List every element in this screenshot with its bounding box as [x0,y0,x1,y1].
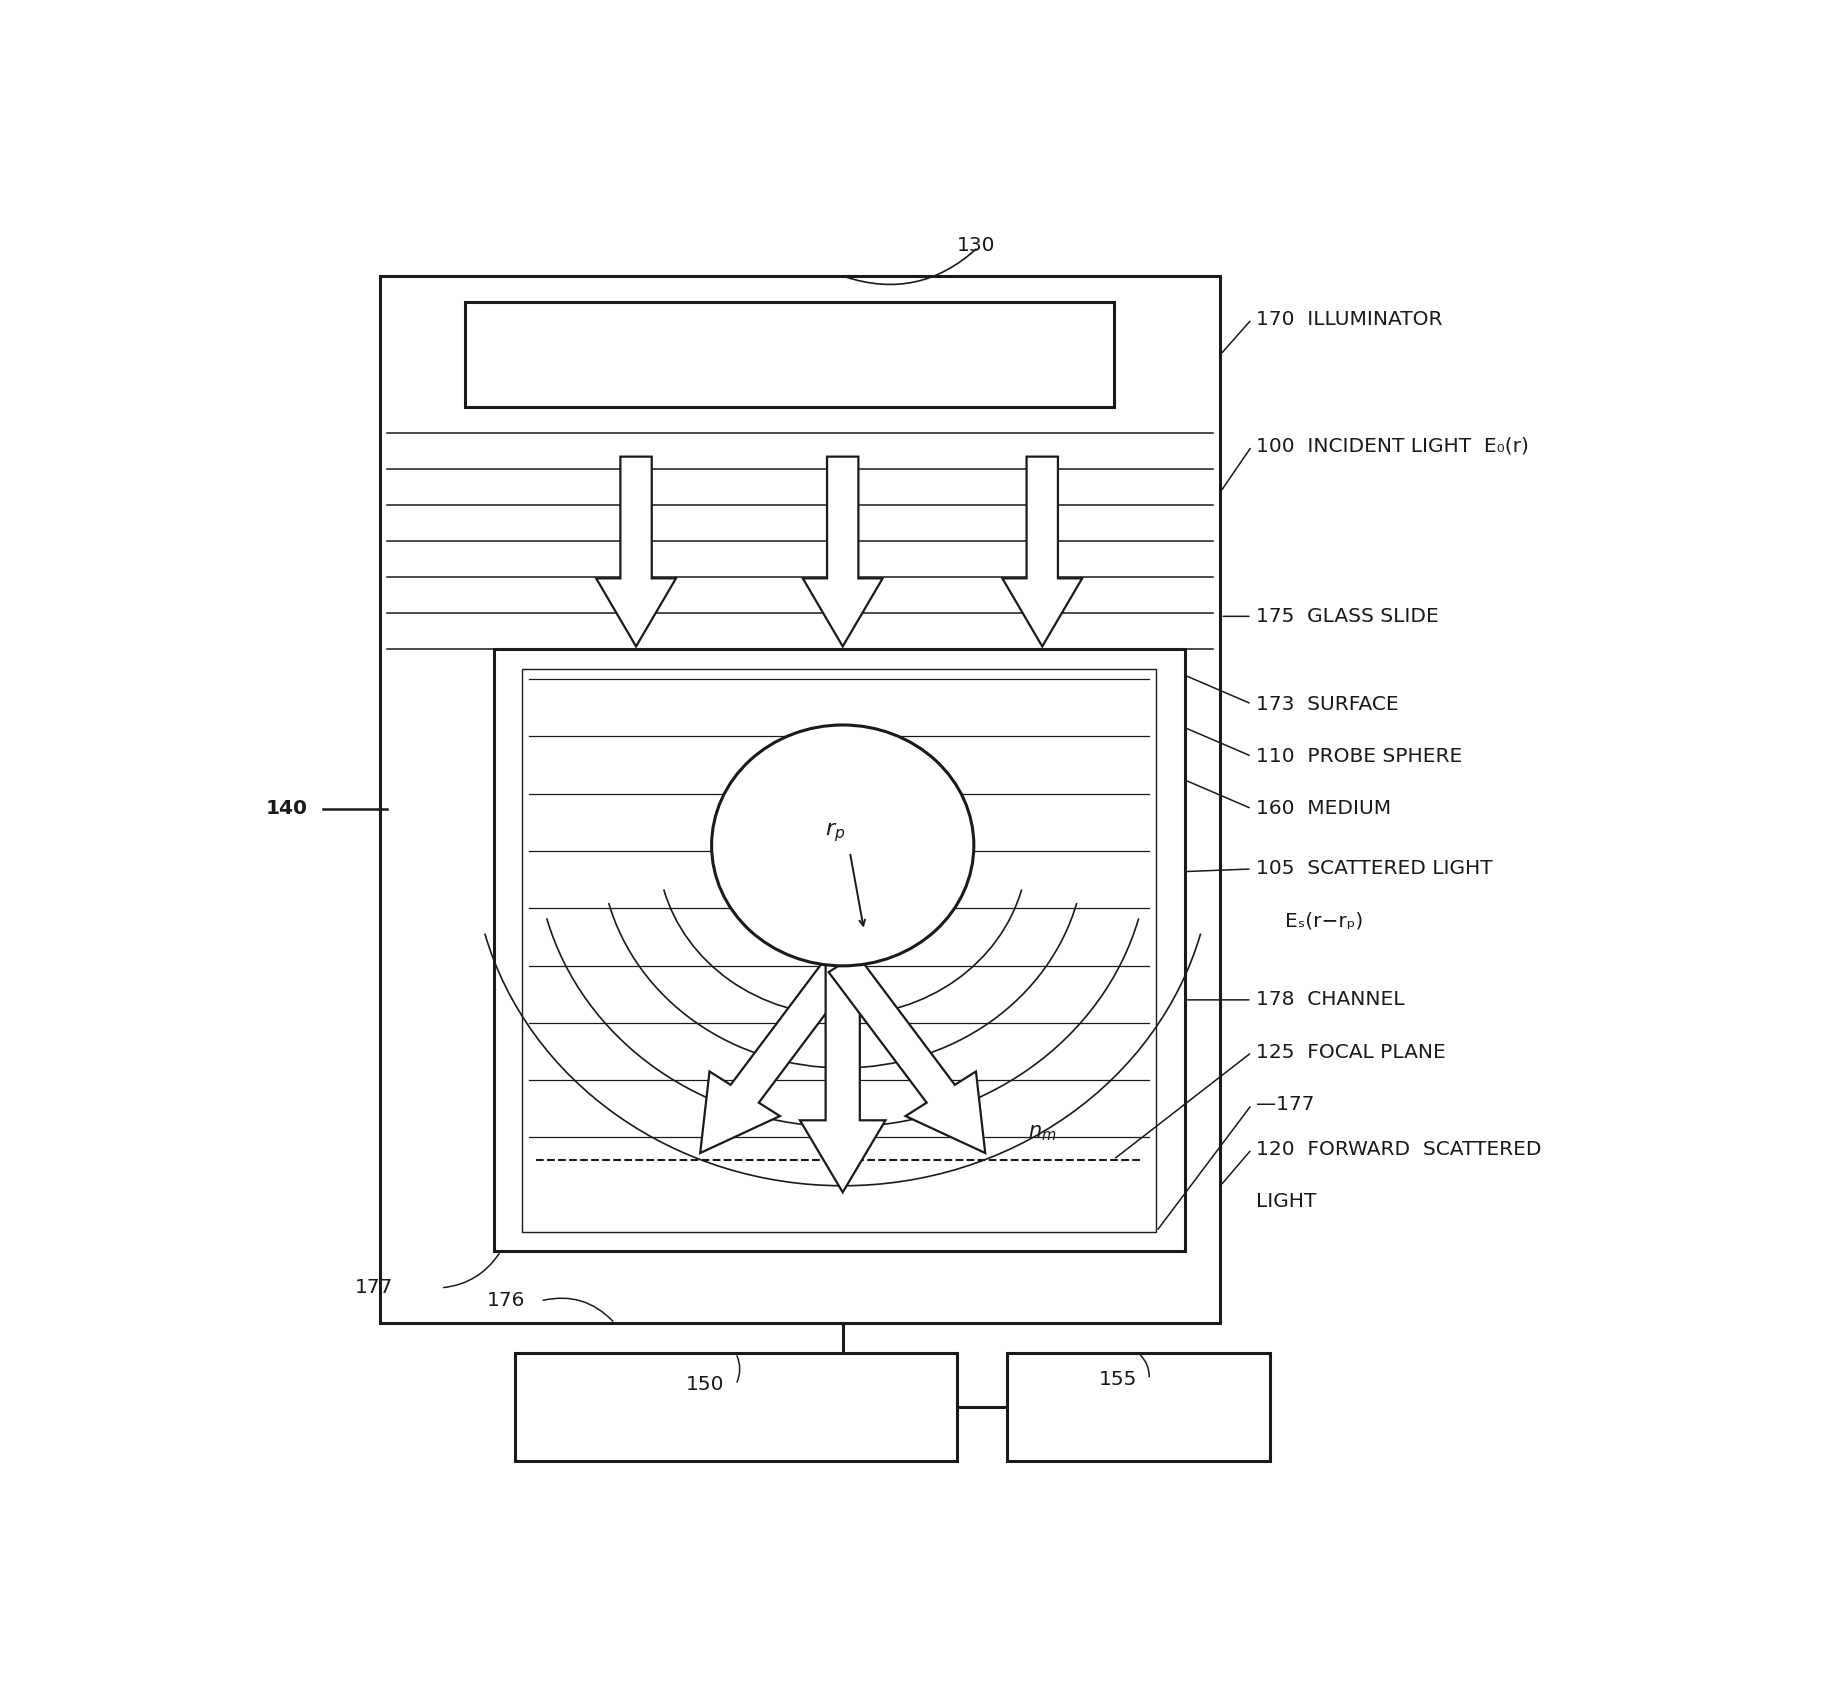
Text: 177: 177 [355,1278,394,1297]
Text: 140: 140 [265,799,307,818]
Text: 130: 130 [956,236,995,255]
Text: 155: 155 [1100,1370,1138,1389]
Text: $r_p$: $r_p$ [826,821,846,843]
Bar [493,649,1184,1251]
Polygon shape [596,457,677,646]
Text: $n_m$: $n_m$ [1028,1124,1056,1144]
Text: 125  FOCAL PLANE: 125 FOCAL PLANE [1256,1042,1445,1062]
Text: 100  INCIDENT LIGHT  E₀(r): 100 INCIDENT LIGHT E₀(r) [1256,437,1528,456]
Text: —177: —177 [1256,1095,1315,1114]
Text: 105  SCATTERED LIGHT: 105 SCATTERED LIGHT [1256,860,1493,879]
Text: 170  ILLUMINATOR: 170 ILLUMINATOR [1256,309,1442,328]
Bar [1006,1353,1271,1460]
Text: 110  PROBE SPHERE: 110 PROBE SPHERE [1256,746,1462,767]
Text: 176: 176 [485,1292,524,1311]
Polygon shape [701,954,857,1153]
Polygon shape [800,964,886,1192]
Text: 160  MEDIUM: 160 MEDIUM [1256,799,1390,818]
Polygon shape [1002,457,1081,646]
Polygon shape [804,457,883,646]
Text: 173  SURFACE: 173 SURFACE [1256,695,1399,714]
Text: 178  CHANNEL: 178 CHANNEL [1256,991,1405,1010]
Text: 175  GLASS SLIDE: 175 GLASS SLIDE [1256,607,1438,626]
Circle shape [712,724,975,966]
Text: LIGHT: LIGHT [1256,1192,1317,1210]
Bar [465,303,1114,406]
Bar [515,1353,956,1460]
Bar [379,275,1221,1323]
Text: 120  FORWARD  SCATTERED: 120 FORWARD SCATTERED [1256,1139,1541,1159]
Bar [522,668,1157,1231]
Text: 150: 150 [686,1375,725,1394]
Polygon shape [829,954,986,1153]
Text: Eₛ(r−rₚ): Eₛ(r−rₚ) [1284,911,1363,932]
